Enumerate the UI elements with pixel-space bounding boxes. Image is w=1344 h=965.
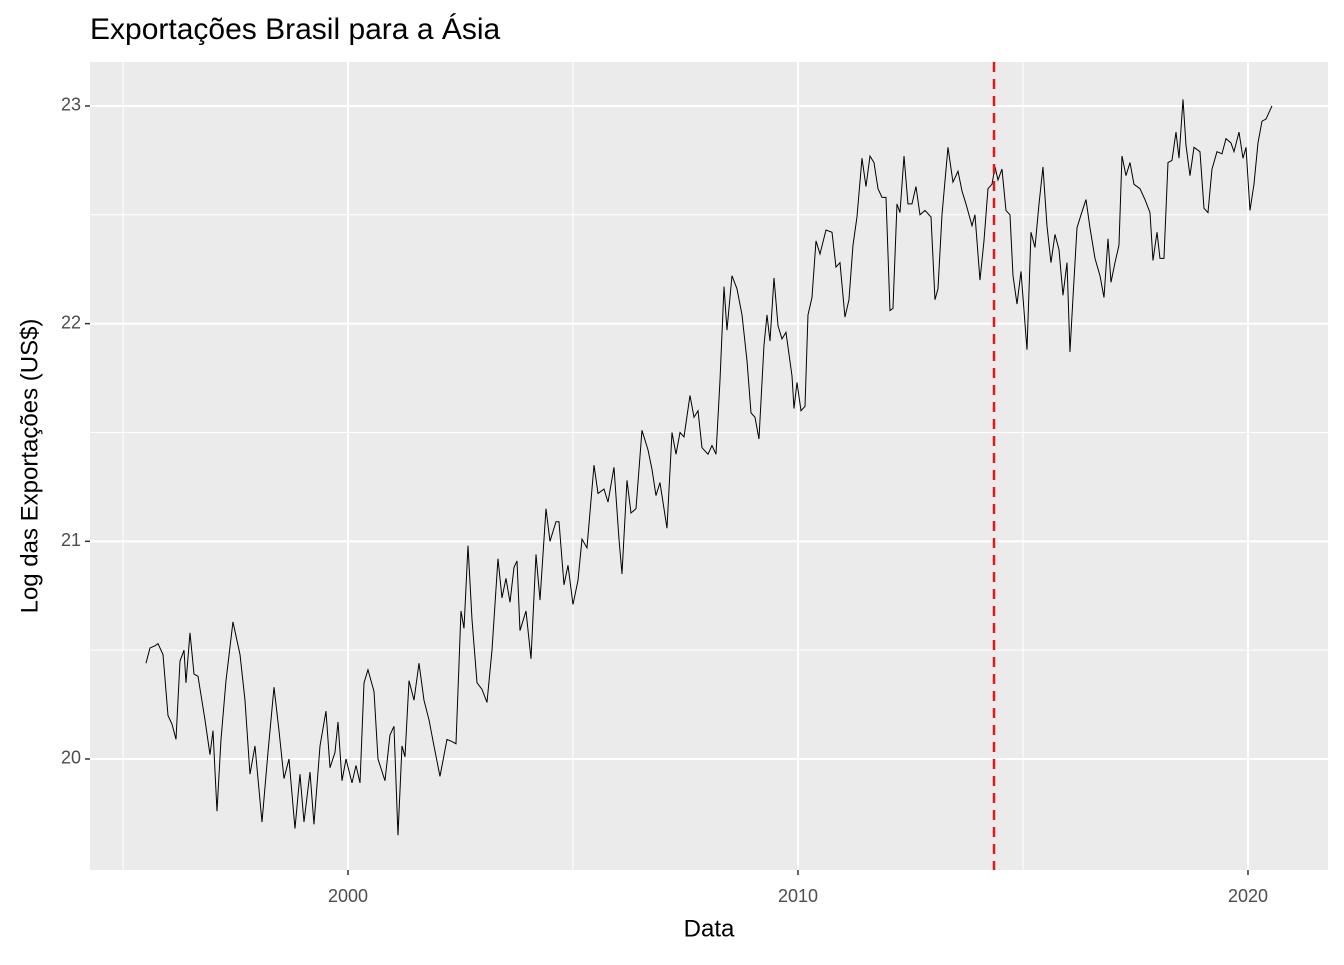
- x-tick-label: 2020: [1228, 886, 1268, 906]
- y-tick-label: 22: [61, 312, 81, 332]
- x-tick-label: 2010: [778, 886, 818, 906]
- x-axis-title: Data: [684, 915, 735, 942]
- y-tick-label: 20: [61, 748, 81, 768]
- panel: [90, 62, 1328, 870]
- y-axis-title: Log das Exportações (US$): [16, 319, 43, 614]
- data-line: [145, 99, 1273, 836]
- y-tick-label: 23: [61, 95, 81, 115]
- y-tick-label: 21: [61, 530, 81, 550]
- chart-title: Exportações Brasil para a Ásia: [90, 13, 501, 46]
- x-tick-label: 2000: [328, 886, 368, 906]
